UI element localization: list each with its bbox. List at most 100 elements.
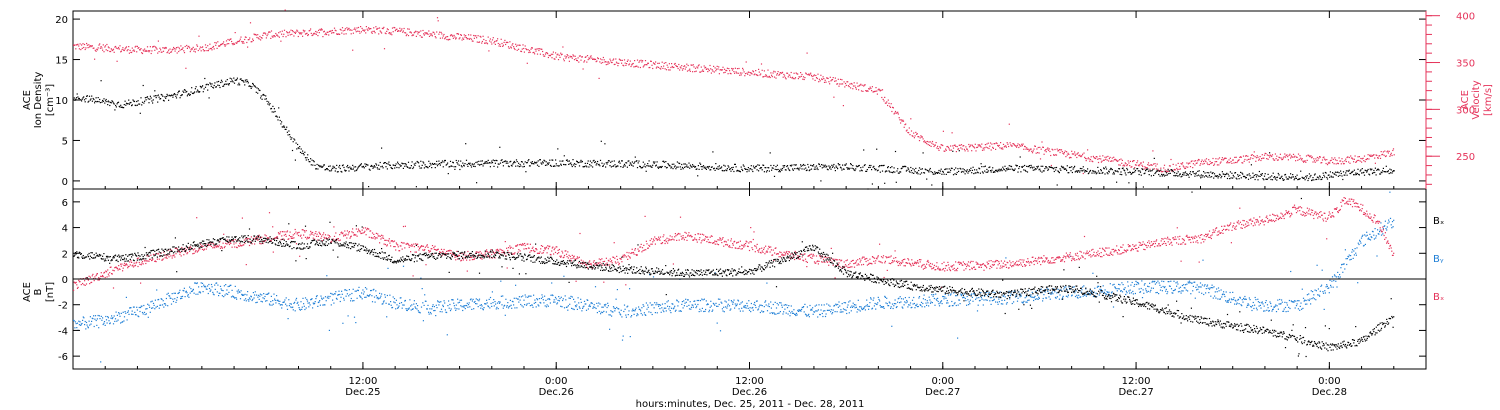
data-point [1380, 171, 1382, 173]
data-point [699, 71, 701, 73]
data-point [1222, 173, 1224, 175]
data-point [923, 172, 926, 174]
data-point [429, 33, 431, 35]
data-point [578, 306, 580, 308]
data-point [728, 299, 730, 301]
data-point [352, 164, 354, 166]
data-point [237, 289, 240, 291]
data-point [1324, 159, 1326, 161]
data-point [938, 305, 941, 307]
data-point [132, 99, 134, 101]
data-point [780, 302, 782, 304]
data-point [551, 159, 553, 161]
data-point [153, 95, 155, 97]
data-point [845, 309, 847, 311]
data-point [792, 312, 794, 314]
data-point [1148, 174, 1150, 176]
data-point [401, 28, 403, 30]
data-point [1245, 177, 1247, 179]
data-point [261, 294, 263, 296]
data-point [283, 301, 285, 303]
data-point [86, 42, 88, 45]
data-point [887, 99, 889, 101]
data-point [599, 159, 602, 161]
data-point [753, 303, 755, 305]
data-point [472, 40, 474, 42]
data-point [1176, 167, 1178, 169]
data-point [251, 86, 253, 88]
data-point [1139, 170, 1141, 172]
data-point [355, 29, 357, 31]
data-point [214, 288, 216, 290]
data-point [314, 33, 316, 35]
data-point [573, 164, 575, 166]
data-point [1170, 169, 1172, 171]
data-point [206, 83, 208, 85]
data-point [489, 162, 491, 164]
data-point [83, 46, 85, 49]
data-point [1256, 155, 1258, 157]
data-point [1368, 158, 1370, 160]
data-point [597, 164, 599, 166]
data-point [698, 168, 700, 170]
data-point [1106, 159, 1108, 161]
data-point [1284, 174, 1286, 176]
data-point [570, 162, 572, 164]
data-point [812, 165, 814, 167]
data-point [918, 296, 921, 298]
data-point [533, 163, 535, 165]
data-point [109, 50, 111, 53]
data-point [1037, 152, 1039, 154]
data-point [87, 47, 89, 49]
data-point [497, 166, 499, 168]
data-point [1308, 177, 1310, 180]
data-point [111, 49, 113, 51]
data-point [1261, 173, 1263, 175]
data-point [343, 166, 345, 169]
data-point [347, 29, 349, 31]
data-point [835, 304, 837, 306]
data-point [315, 168, 317, 170]
data-point [1033, 148, 1035, 150]
data-point [282, 126, 284, 128]
data-point [672, 168, 674, 170]
data-point [610, 61, 612, 64]
data-point [1211, 162, 1213, 164]
data-point [770, 164, 772, 167]
data-point [713, 168, 715, 170]
data-point [1356, 159, 1358, 162]
data-point [1008, 123, 1010, 125]
data-point [124, 100, 126, 102]
data-point [905, 166, 907, 168]
data-point [481, 40, 483, 43]
data-point [1031, 167, 1034, 169]
data-point [290, 29, 292, 31]
data-point [261, 98, 263, 100]
data-point [481, 163, 483, 165]
data-point [1369, 168, 1371, 170]
data-point [616, 165, 618, 167]
data-point [444, 159, 446, 162]
data-point [536, 298, 538, 300]
data-point [688, 304, 690, 306]
data-point [437, 20, 439, 22]
data-point [389, 164, 391, 166]
data-point [983, 149, 985, 151]
data-point [163, 303, 165, 305]
data-point [697, 67, 699, 69]
data-point [779, 302, 781, 304]
data-point [394, 30, 396, 32]
data-point [346, 289, 348, 292]
data-point [798, 169, 800, 171]
data-point [253, 85, 255, 87]
data-point [1021, 166, 1023, 168]
data-point [662, 67, 664, 69]
data-point [1294, 155, 1296, 157]
data-point [797, 310, 799, 312]
data-point [1175, 164, 1177, 166]
data-point [1100, 158, 1102, 160]
data-point [1130, 173, 1132, 175]
data-point [545, 52, 547, 54]
data-point [594, 306, 596, 309]
